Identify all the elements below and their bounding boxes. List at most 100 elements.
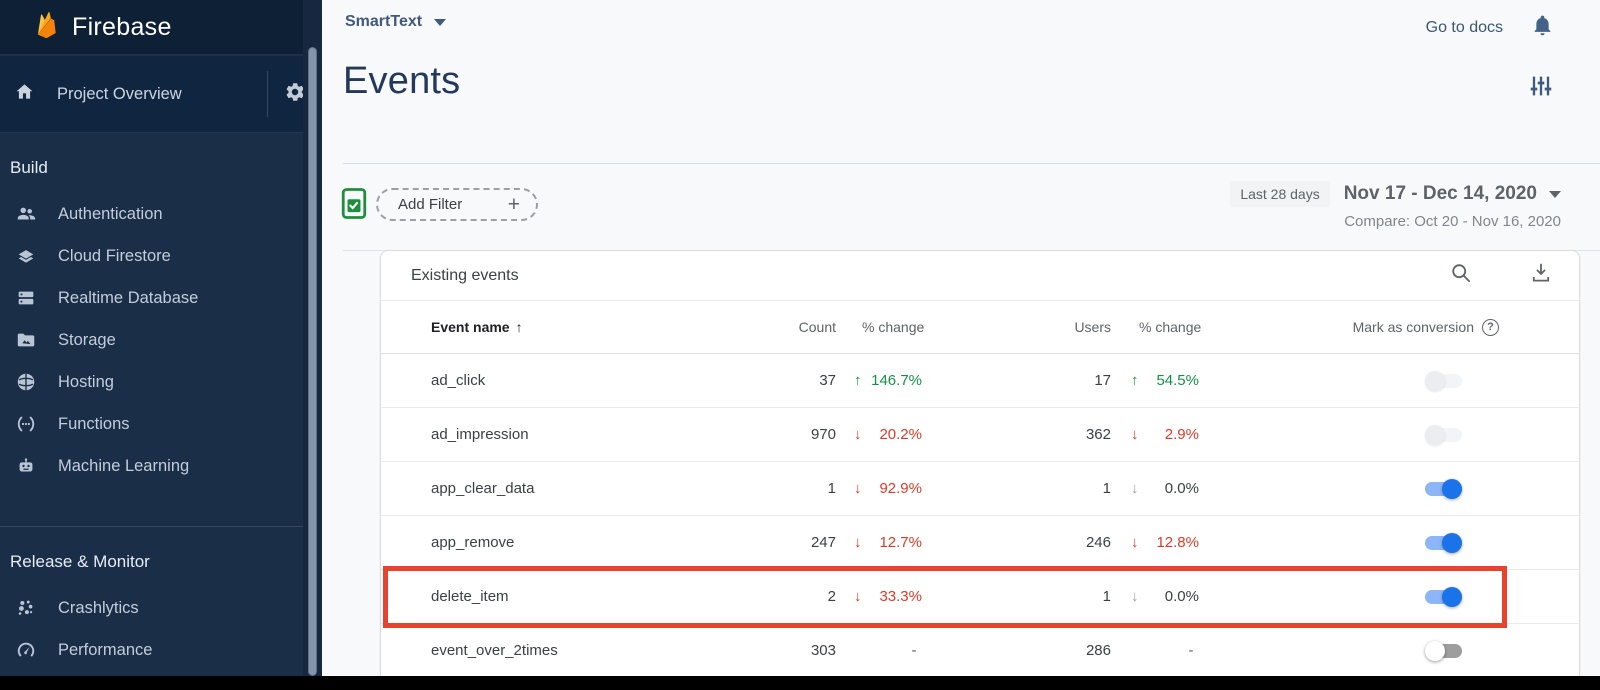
card-actions <box>1449 261 1565 290</box>
users-cell: 1 <box>1102 480 1111 497</box>
sidebar-item-functions[interactable]: Functions <box>0 403 303 445</box>
table-row-delete_item: delete_item 2 ↓ 33.3% 1 ↓ 0.0% <box>381 570 1579 624</box>
toggle-knob <box>1424 370 1445 391</box>
sidebar-item-authentication[interactable]: Authentication <box>0 193 303 235</box>
count-change-cell: ↓ 92.9% <box>854 480 974 497</box>
date-range-button[interactable]: Last 28 days Nov 17 - Dec 14, 2020 <box>1230 181 1561 207</box>
date-range-selector: Last 28 days Nov 17 - Dec 14, 2020 Compa… <box>1230 181 1561 230</box>
conversion-toggle-cell <box>1421 586 1465 607</box>
go-to-docs-link[interactable]: Go to docs <box>1425 19 1503 36</box>
database-icon <box>14 286 38 310</box>
header-divider <box>343 163 1600 164</box>
project-overview-row[interactable]: Project Overview <box>0 56 322 133</box>
comparison-tune-button[interactable] <box>1527 72 1555 105</box>
card-title: Existing events <box>411 266 519 284</box>
sidebar-section-label: Build <box>10 158 48 177</box>
help-icon[interactable]: ? <box>1482 318 1499 336</box>
count-cell: 2 <box>827 588 836 605</box>
conversion-toggle[interactable] <box>1424 478 1462 499</box>
sidebar-section-label: Release & Monitor <box>10 552 150 571</box>
sidebar-section-divider <box>0 526 303 527</box>
bell-icon <box>1531 15 1554 41</box>
column-header-count[interactable]: Count <box>798 319 836 335</box>
sidebar: Firebase Project Overview Build Authentic… <box>0 0 322 690</box>
project-overview-label: Project Overview <box>57 84 182 103</box>
add-filter-button[interactable]: Add Filter + <box>376 188 538 221</box>
sidebar-item-machine-learning[interactable]: Machine Learning <box>0 445 303 487</box>
change-value: 12.7% <box>879 534 922 551</box>
toggle-knob <box>1424 424 1445 445</box>
conversion-toggle[interactable] <box>1424 532 1462 553</box>
event-name-cell: app_remove <box>431 534 515 551</box>
arrow-down-icon: ↓ <box>1131 426 1139 443</box>
download-icon[interactable] <box>1529 261 1553 290</box>
topbar-actions: Go to docs <box>1426 14 1554 42</box>
table-row-event_over_2times: event_over_2times 303 - 286 - <box>381 624 1579 678</box>
arrow-up-icon: ↑ <box>1131 372 1139 389</box>
arrow-down-icon: ↓ <box>1131 534 1139 551</box>
count-change-cell: - <box>854 642 974 659</box>
count-change-cell: ↓ 20.2% <box>854 426 974 443</box>
column-header-count-change[interactable]: % change <box>862 319 925 335</box>
conversion-toggle-cell <box>1421 478 1465 499</box>
screenshot-bottom-edge <box>0 676 1600 690</box>
sidebar-item-crashlytics[interactable]: Crashlytics <box>0 587 303 629</box>
storage-folder-icon <box>14 328 38 352</box>
change-value: 20.2% <box>879 426 922 443</box>
compare-range-label: Compare: Oct 20 - Nov 16, 2020 <box>1344 213 1561 230</box>
brand-header: Firebase <box>0 0 322 55</box>
column-header-users-change[interactable]: % change <box>1139 319 1202 335</box>
sidebar-item-label: Realtime Database <box>58 288 199 307</box>
users-change-cell: ↓ 2.9% <box>1131 426 1251 443</box>
functions-icon <box>14 412 38 436</box>
users-change-cell: ↓ 12.8% <box>1131 534 1251 551</box>
card-header: Existing events <box>381 251 1579 301</box>
toggle-knob <box>1424 640 1445 661</box>
project-switcher[interactable]: SmartText <box>345 13 447 31</box>
users-cell: 17 <box>1094 372 1111 389</box>
page-title: Events <box>343 60 461 102</box>
column-header-users[interactable]: Users <box>1074 319 1111 335</box>
users-change-cell: ↓ 0.0% <box>1131 588 1251 605</box>
users-cell: 246 <box>1085 534 1111 551</box>
existing-events-card: Existing events Event name ↑ Count % chan… <box>380 250 1580 680</box>
column-header-event-name[interactable]: Event name ↑ <box>431 319 771 335</box>
sidebar-item-cloud-firestore[interactable]: Cloud Firestore <box>0 235 303 277</box>
change-value: 92.9% <box>879 480 922 497</box>
chevron-down-icon <box>434 18 447 26</box>
count-cell: 1 <box>827 480 836 497</box>
sidebar-item-label: Crashlytics <box>58 598 139 617</box>
sidebar-item-hosting[interactable]: Hosting <box>0 361 303 403</box>
sidebar-scrollbar-thumb[interactable] <box>308 47 317 676</box>
conversion-toggle[interactable] <box>1424 370 1462 391</box>
add-filter-label: Add Filter <box>398 196 463 213</box>
conversion-toggle-cell <box>1421 640 1465 661</box>
users-change-cell: ↑ 54.5% <box>1131 372 1251 389</box>
search-icon[interactable] <box>1449 261 1473 290</box>
sort-ascending-icon: ↑ <box>515 319 523 335</box>
change-value: 2.9% <box>1164 426 1199 443</box>
sidebar-item-label: Performance <box>58 640 153 659</box>
toggle-knob <box>1441 586 1462 607</box>
arrow-down-icon: ↓ <box>854 426 862 443</box>
notifications-button[interactable] <box>1531 14 1554 42</box>
change-value: 0.0% <box>1164 480 1199 497</box>
sidebar-item-realtime-database[interactable]: Realtime Database <box>0 277 303 319</box>
event-name-cell: app_clear_data <box>431 480 535 497</box>
sidebar-item-label: Functions <box>58 414 130 433</box>
sidebar-item-storage[interactable]: Storage <box>0 319 303 361</box>
toggle-knob <box>1441 532 1462 553</box>
conversion-toggle[interactable] <box>1424 586 1462 607</box>
arrow-down-icon: ↓ <box>854 588 862 605</box>
conversion-toggle-cell <box>1421 532 1465 553</box>
plus-icon: + <box>507 193 520 216</box>
conversion-toggle[interactable] <box>1424 640 1462 661</box>
crashlytics-icon <box>14 596 38 620</box>
conversion-toggle[interactable] <box>1424 424 1462 445</box>
sidebar-item-performance[interactable]: Performance <box>0 629 303 671</box>
settings-button[interactable] <box>268 81 322 108</box>
count-cell: 247 <box>810 534 836 551</box>
users-icon <box>14 202 38 226</box>
arrow-down-icon: ↓ <box>854 534 862 551</box>
